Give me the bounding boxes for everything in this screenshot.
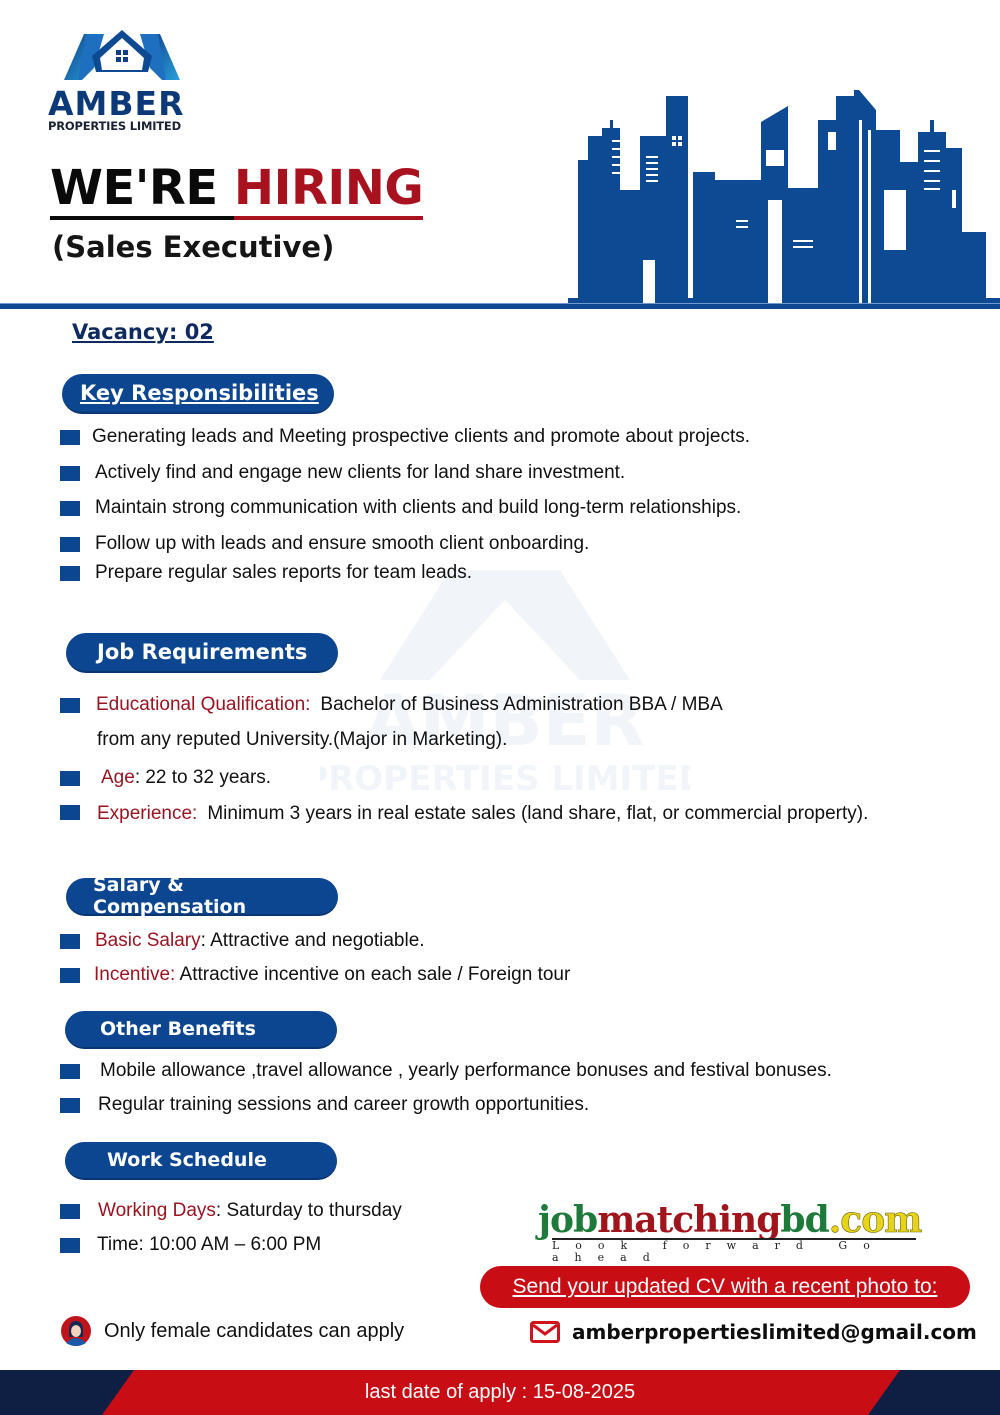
footer-red-band [102,1370,900,1415]
company-subtitle: PROPERTIES LIMITED [48,119,181,133]
apply-email[interactable]: amberpropertieslimited@gmail.com [530,1320,977,1344]
item-text: Prepare regular sales reports for team l… [95,562,473,583]
item-label: Educational Qualification: [96,694,311,715]
section-title: Salary & Compensation [93,874,247,918]
svg-text:PROPERTIES LIMITED: PROPERTIES LIMITED [320,759,690,799]
section-header-schedule: Work Schedule [65,1142,337,1180]
female-avatar-icon [61,1316,91,1346]
list-item: Actively find and engage new clients for… [60,462,625,484]
item-text: Regular training sessions and career gro… [98,1094,590,1115]
item-value: Time: 10:00 AM – 6:00 PM [97,1234,322,1255]
list-item: Age: 22 to 32 years. [60,767,271,789]
item-value: : 22 to 32 years. [134,767,272,788]
list-item: Incentive: Attractive incentive on each … [60,964,570,986]
section-header-responsibilities: Key Responsibilities [62,374,334,414]
list-item: Basic Salary: Attractive and negotiable. [60,930,425,952]
item-text: Maintain strong communication with clien… [95,497,742,518]
item-text: Mobile allowance ,travel allowance , yea… [100,1060,832,1081]
section-header-salary: Salary & Compensation [66,874,338,918]
item-value: Minimum 3 years in real estate sales (la… [207,803,869,824]
brand-part: bd [780,1199,829,1241]
logo-watermark: AMBER PROPERTIES LIMITED [320,570,690,799]
brand-part: .com [828,1199,922,1241]
position-title: (Sales Executive) [52,230,335,264]
headline-space [217,160,234,220]
vacancy-count: Vacancy: 02 [72,320,214,344]
list-item: Prepare regular sales reports for team l… [60,562,472,584]
list-item-continuation: from any reputed University.(Major in Ma… [97,729,507,751]
item-label: Incentive: [94,964,176,985]
item-text: Actively find and engage new clients for… [95,462,626,483]
company-name: AMBER [48,84,185,123]
city-skyline-illustration [568,90,1000,304]
section-header-benefits: Other Benefits [65,1011,337,1049]
section-title: Key Responsibilities [80,381,319,405]
item-label: Basic Salary [95,930,201,951]
section-title: Other Benefits [100,1018,256,1040]
list-item: Maintain strong communication with clien… [60,497,741,519]
list-item: Mobile allowance ,travel allowance , yea… [60,1060,832,1082]
list-item: Regular training sessions and career gro… [60,1094,589,1116]
deadline-text: last date of apply : 15-08-2025 [364,1381,636,1403]
brand-part: job [538,1199,598,1241]
list-item: Time: 10:00 AM – 6:00 PM [60,1234,321,1256]
item-text: Generating leads and Meeting prospective… [92,426,751,447]
header-divider [0,303,1000,309]
item-label: Experience: [97,803,198,824]
send-cv-banner: Send your updated CV with a recent photo… [480,1266,970,1308]
item-label: Age [101,767,135,788]
item-value: from any reputed University.(Major in Ma… [97,729,508,750]
item-value: Bachelor of Business Administration BBA … [320,694,723,715]
brand-part: matching [597,1199,781,1241]
email-link[interactable]: amberpropertieslimited@gmail.com [572,1320,977,1344]
svg-text:AMBER: AMBER [366,680,645,762]
section-title: Job Requirements [97,640,308,664]
page-title: WE'RE HIRING [50,160,424,220]
item-value: : Attractive and negotiable. [200,930,425,951]
section-header-requirements: Job Requirements [66,633,338,673]
company-logo: AMBER PROPERTIES LIMITED [46,26,198,134]
female-only-note: Only female candidates can apply [60,1315,404,1347]
section-title: Work Schedule [107,1149,267,1171]
item-text: Follow up with leads and ensure smooth c… [95,533,590,554]
partner-tagline: Look forward Go ahead [552,1238,916,1264]
item-label: Working Days [98,1200,216,1221]
list-item: Educational Qualification: Bachelor of Bu… [60,694,723,716]
mail-icon [530,1321,560,1343]
house-logo-icon [64,30,180,80]
item-value: : Saturday to thursday [215,1200,402,1221]
list-item: Experience: Minimum 3 years in real estat… [60,803,868,825]
headline-part2: HIRING [233,160,424,220]
footer-banner: last date of apply : 15-08-2025 [0,1370,1000,1415]
headline-part1: WE'RE [50,160,218,220]
note-text: Only female candidates can apply [104,1319,405,1342]
list-item: Generating leads and Meeting prospective… [60,426,750,448]
partner-brand: jobmatchingbd.com [538,1199,923,1241]
list-item: Follow up with leads and ensure smooth c… [60,533,589,555]
item-value: Attractive incentive on each sale / Fore… [175,964,571,985]
list-item: Working Days: Saturday to thursday [60,1200,402,1222]
